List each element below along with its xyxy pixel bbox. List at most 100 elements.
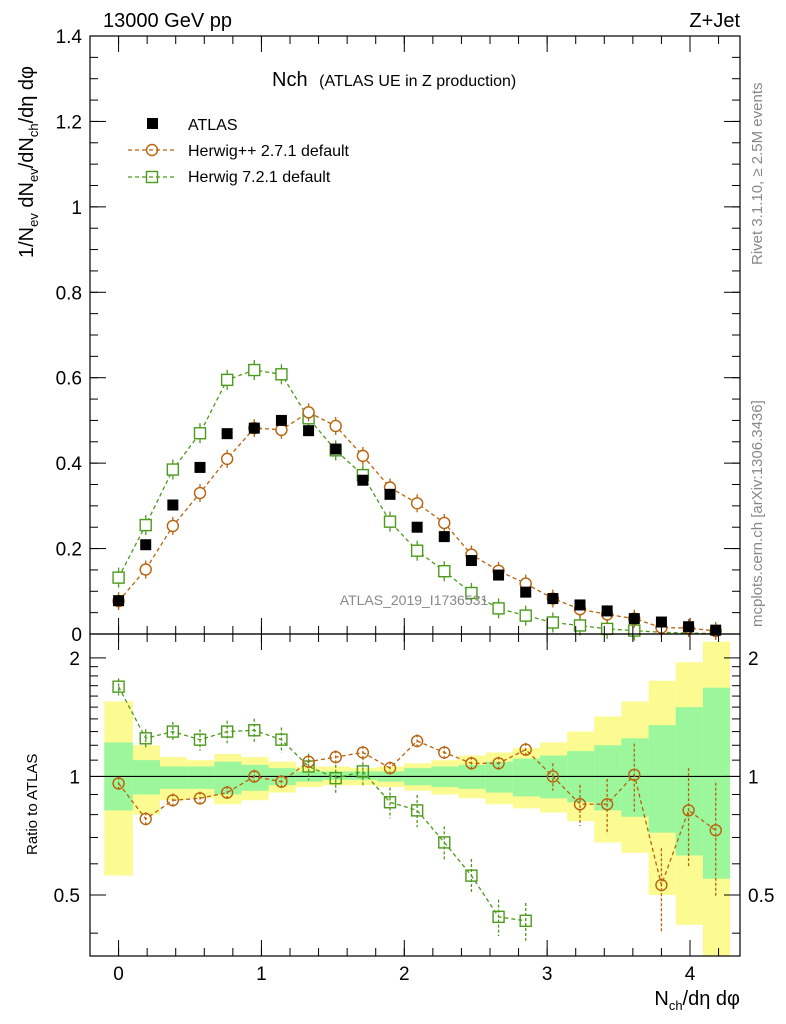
ratio-herwig7-point bbox=[248, 724, 261, 737]
atlas-data-point bbox=[221, 428, 233, 440]
band-inner bbox=[512, 758, 540, 797]
atlas-data-point bbox=[194, 461, 206, 473]
main-y-tick-label: 1.4 bbox=[56, 27, 83, 48]
rivet-label: Rivet 3.1.10, ≥ 2.5M events bbox=[749, 83, 766, 266]
legend-marker-herwigpp bbox=[145, 143, 159, 157]
ratio-frame bbox=[89, 633, 741, 957]
herwig7-point bbox=[220, 373, 234, 387]
legend-label-herwig7: Herwig 7.2.1 default bbox=[188, 169, 331, 186]
ratio-y-tick-label-right: 0.5 bbox=[748, 886, 774, 907]
legend-marker-herwig7 bbox=[145, 170, 159, 184]
ratio-herwigpp-point bbox=[546, 770, 560, 783]
ratio-panel bbox=[90, 641, 740, 956]
herwig7-point bbox=[139, 518, 152, 532]
band-inner bbox=[648, 725, 676, 833]
herwigpp-point bbox=[220, 452, 234, 466]
atlas-data-point bbox=[167, 499, 179, 511]
ratio-herwigpp-point bbox=[682, 804, 695, 817]
ratio-herwigpp-point bbox=[356, 746, 370, 759]
legend-label-herwigpp: Herwig++ 2.7.1 default bbox=[188, 143, 350, 160]
ratio-herwigpp-point bbox=[573, 798, 587, 811]
x-axis-title: Nch/dη dφ bbox=[654, 988, 740, 1013]
ratio-herwig7-line bbox=[118, 686, 526, 922]
atlas-data-point bbox=[628, 613, 640, 625]
band-inner bbox=[241, 764, 269, 791]
x-tick-label: 4 bbox=[685, 964, 696, 985]
herwig7-point bbox=[492, 602, 505, 615]
main-panel bbox=[112, 360, 722, 641]
ratio-herwig7-point bbox=[193, 733, 207, 746]
ratio-herwigpp-point bbox=[709, 824, 722, 837]
atlas-data-point bbox=[248, 422, 260, 434]
herwigpp-point bbox=[166, 519, 180, 533]
ratio-herwigpp-point bbox=[438, 746, 451, 759]
herwigpp-point bbox=[438, 516, 451, 530]
mcplots-label: mcplots.cern.ch [arXiv:1306.3436] bbox=[749, 400, 766, 627]
ratio-herwigpp-point bbox=[139, 812, 152, 826]
atlas-data-point bbox=[384, 488, 396, 500]
atlas-data-point bbox=[601, 605, 613, 617]
main-y-tick-label: 1.2 bbox=[56, 112, 82, 133]
ratio-y-tick-label: 0.5 bbox=[54, 886, 80, 907]
band-inner bbox=[214, 761, 242, 795]
ratio-herwigpp-point bbox=[410, 734, 424, 748]
ratio-herwig7-point bbox=[438, 836, 451, 849]
main-y-tick-label: 0 bbox=[71, 625, 82, 646]
plot-title: Nch (ATLAS UE in Z production) bbox=[272, 69, 516, 91]
ratio-herwigpp-point bbox=[166, 794, 180, 807]
ratio-herwig7-point bbox=[112, 680, 125, 693]
x-tick-label: 2 bbox=[399, 964, 410, 985]
herwig7-point bbox=[600, 622, 614, 636]
herwigpp-point bbox=[329, 419, 342, 433]
ratio-herwigpp-point bbox=[302, 755, 315, 768]
title-main: Nch bbox=[272, 69, 308, 91]
band-inner bbox=[621, 738, 649, 817]
atlas-data-point bbox=[493, 569, 505, 581]
herwig7-point bbox=[166, 463, 180, 476]
main-y-tick-label: 0.2 bbox=[56, 540, 82, 561]
ratio-herwig7-point bbox=[166, 725, 180, 738]
ratio-herwigpp-point bbox=[220, 786, 234, 799]
legend-marker-atlas bbox=[147, 118, 158, 129]
herwigpp-point bbox=[356, 449, 370, 463]
ratio-herwig7-point bbox=[220, 725, 234, 738]
ratio-herwigpp-point bbox=[655, 878, 668, 892]
atlas-data-point bbox=[438, 531, 450, 543]
herwig7-point bbox=[438, 565, 451, 578]
atlas-data-point bbox=[303, 425, 315, 437]
ratio-herwigpp-point bbox=[275, 775, 288, 788]
atlas-data-point bbox=[465, 555, 477, 567]
herwigpp-point bbox=[139, 563, 152, 576]
herwigpp-point bbox=[193, 486, 207, 500]
ratio-herwig7-point bbox=[329, 771, 342, 785]
herwig7-point bbox=[275, 368, 288, 381]
x-tick-label: 3 bbox=[542, 964, 553, 985]
ratio-herwigpp-point bbox=[383, 761, 397, 775]
herwig7-point bbox=[383, 515, 397, 528]
ratio-herwigpp-point bbox=[492, 757, 505, 770]
ratio-y-tick-label: 2 bbox=[69, 649, 80, 670]
ratio-herwig7-point bbox=[492, 910, 505, 924]
band-inner bbox=[187, 766, 215, 789]
ratio-herwigpp-point bbox=[465, 757, 478, 770]
process-label: Z+Jet bbox=[689, 10, 740, 32]
ratio-herwig7-point bbox=[139, 732, 152, 745]
herwig7-point bbox=[519, 609, 532, 622]
legend-label-atlas: ATLAS bbox=[188, 117, 238, 134]
band-inner bbox=[322, 771, 350, 780]
title-sub: (ATLAS UE in Z production) bbox=[319, 73, 516, 90]
ratio-y-axis-title: Ratio to ATLAS bbox=[24, 754, 41, 855]
ratio-herwig7-point bbox=[465, 869, 478, 882]
band-inner bbox=[485, 761, 513, 793]
energy-label: 13000 GeV pp bbox=[103, 10, 232, 32]
band-inner bbox=[594, 745, 622, 811]
watermark: ATLAS_2019_I1736531 bbox=[340, 592, 489, 608]
band-inner bbox=[702, 687, 730, 879]
ratio-herwigpp-point bbox=[519, 743, 532, 756]
band-inner bbox=[160, 766, 188, 789]
main-y-tick-label: 0.6 bbox=[56, 369, 82, 390]
herwig7-point bbox=[573, 619, 587, 632]
ratio-herwig7-point bbox=[519, 914, 532, 927]
ratio-herwigpp-point bbox=[628, 768, 641, 781]
